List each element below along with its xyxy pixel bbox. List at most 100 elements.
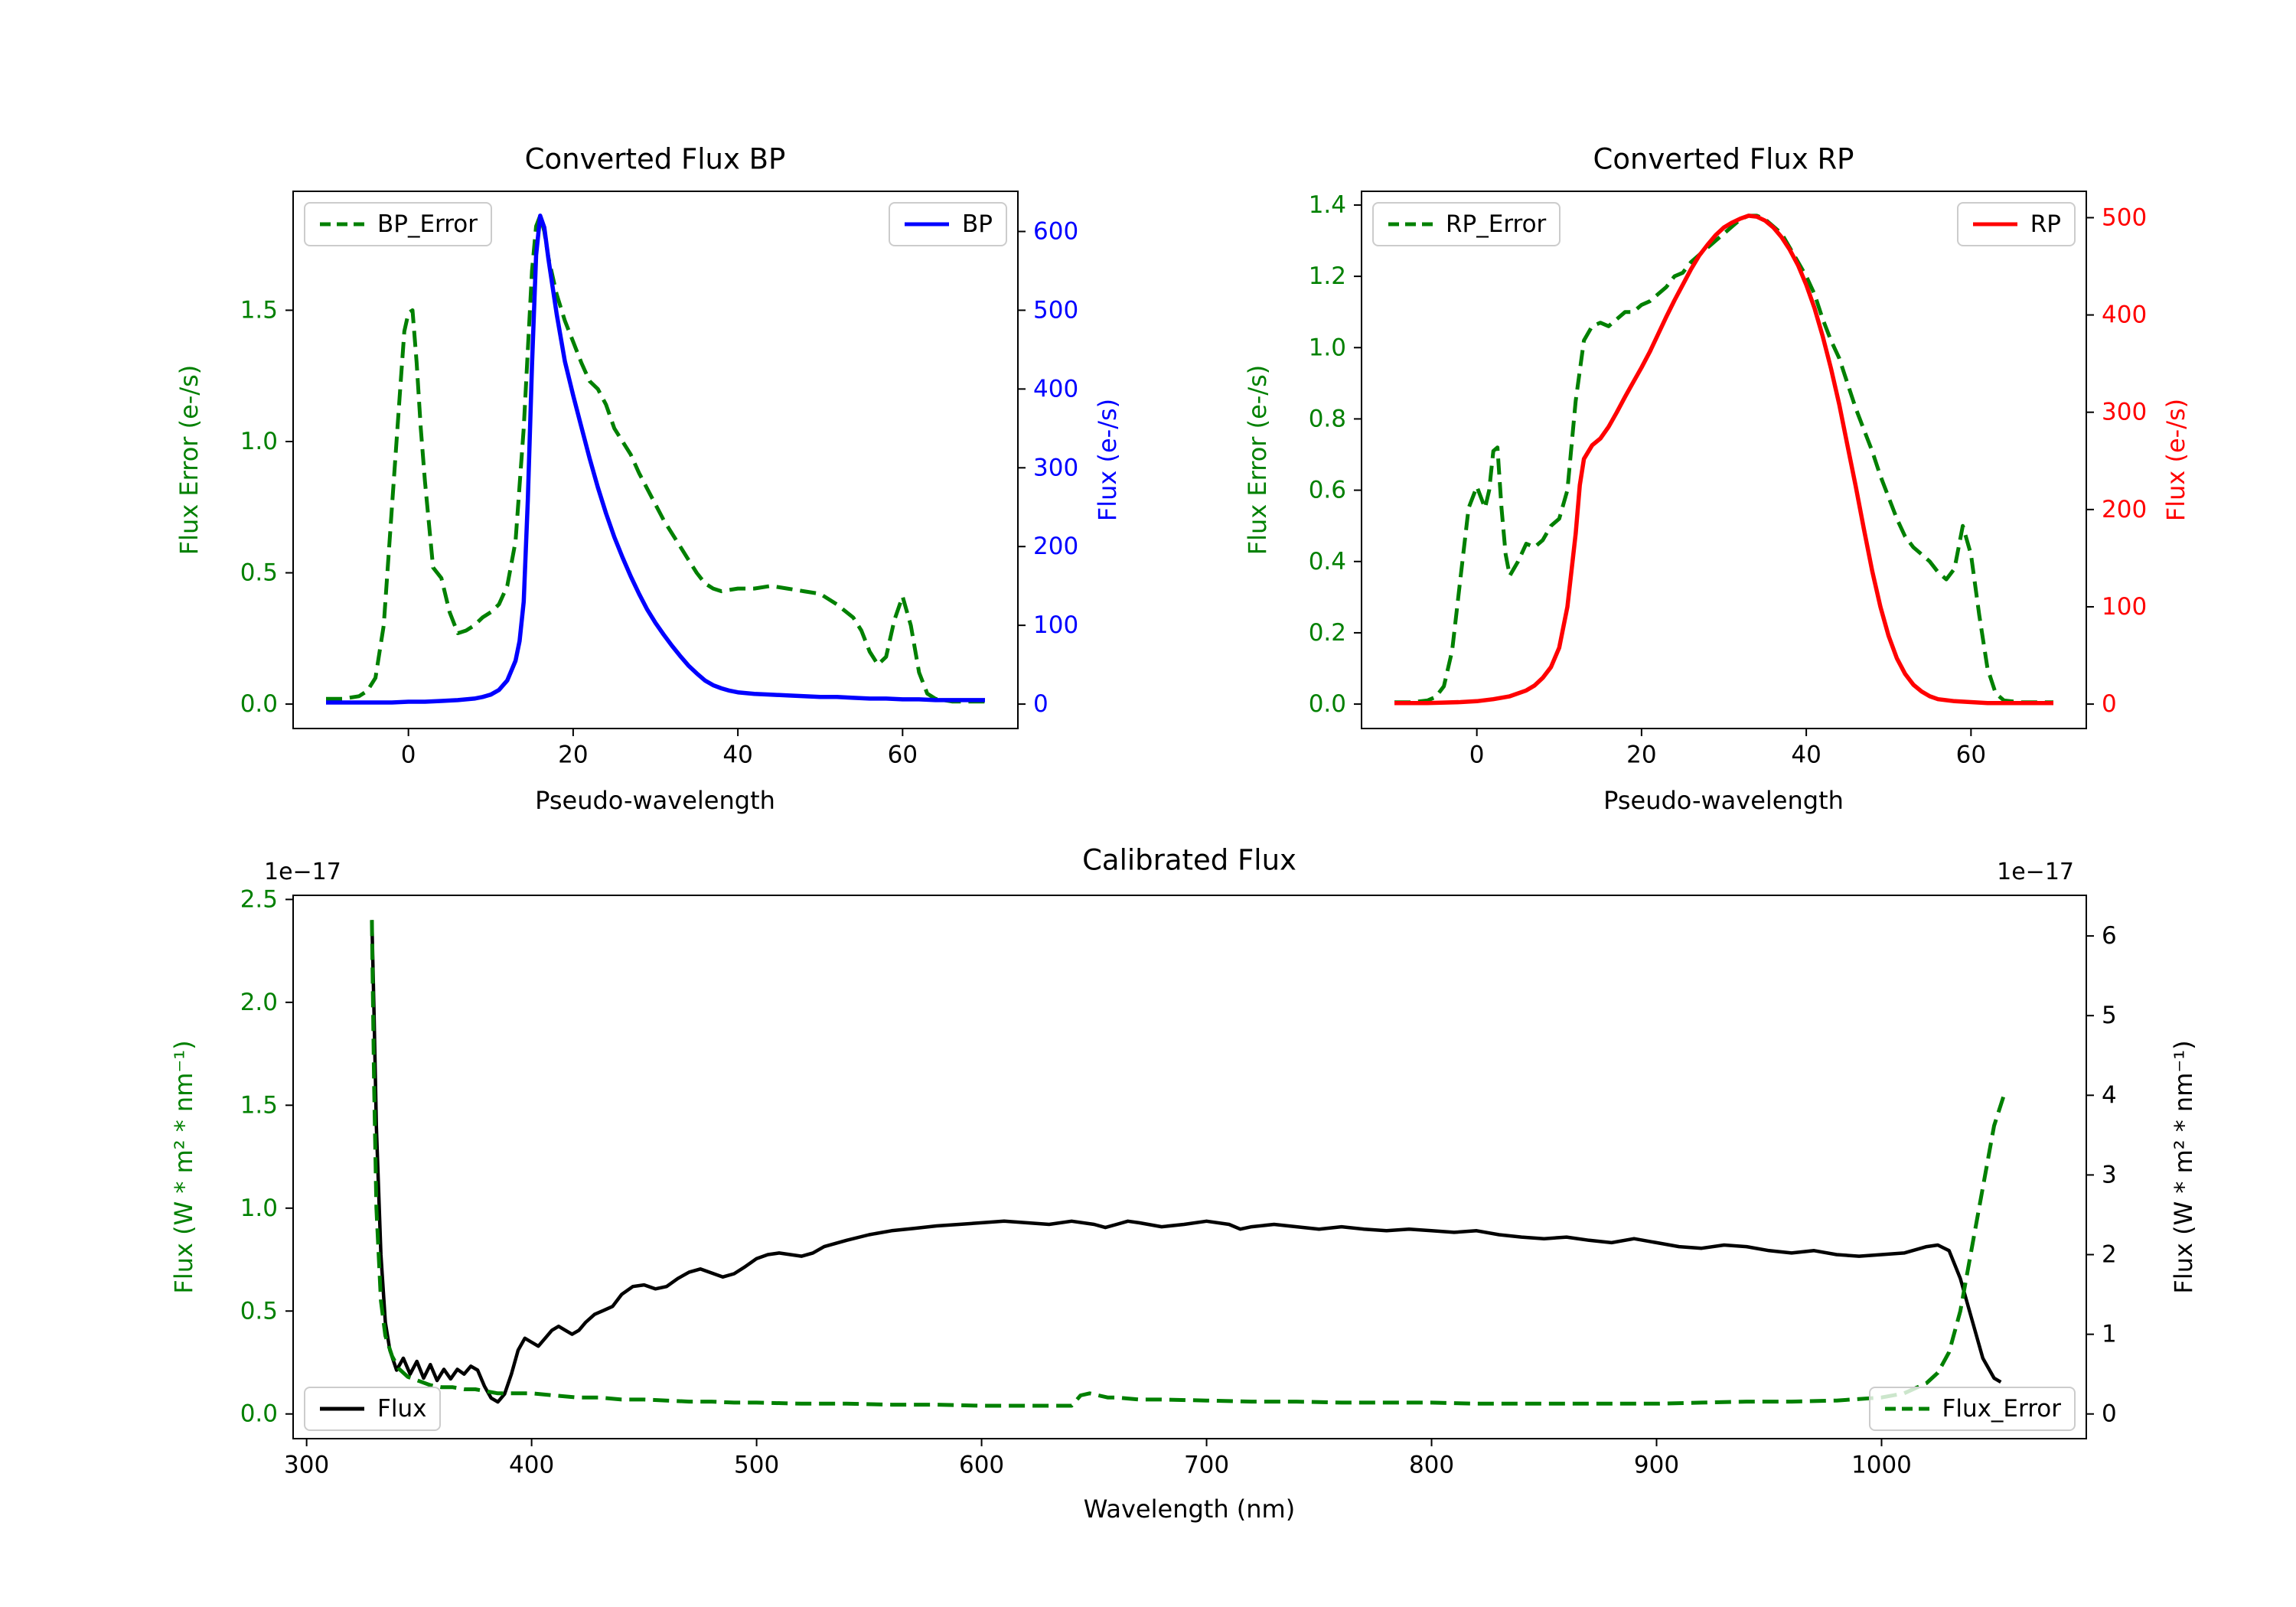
- series-group: [1394, 214, 2053, 706]
- svg-text:1.2: 1.2: [1309, 262, 1346, 290]
- svg-text:600: 600: [959, 1451, 1004, 1478]
- bp-ylabel-left: Flux Error (e-/s): [174, 364, 204, 556]
- svg-text:0: 0: [1033, 690, 1049, 718]
- rp-error-legend: RP_Error: [1372, 202, 1561, 246]
- svg-text:0: 0: [1469, 741, 1485, 768]
- rp-legend: RP: [1956, 202, 2076, 246]
- series-group: [326, 214, 985, 705]
- dashed-line-sample-icon: [1884, 1407, 1929, 1411]
- svg-text:0.5: 0.5: [240, 559, 278, 587]
- svg-text:500: 500: [1033, 296, 1078, 324]
- svg-text:0.8: 0.8: [1309, 405, 1346, 432]
- svg-text:0.5: 0.5: [240, 1297, 278, 1325]
- svg-text:400: 400: [509, 1451, 554, 1478]
- svg-text:2: 2: [2102, 1241, 2117, 1269]
- rp-xlabel: Pseudo-wavelength: [1603, 786, 1844, 815]
- solid-line-sample-icon: [320, 1407, 364, 1411]
- bp_error-series-line: [326, 214, 985, 704]
- svg-text:40: 40: [722, 741, 752, 768]
- svg-text:1.5: 1.5: [240, 1091, 278, 1119]
- svg-text:1.5: 1.5: [240, 296, 278, 324]
- svg-text:5: 5: [2102, 1002, 2117, 1029]
- bp-error-legend-label: BP_Error: [377, 210, 478, 238]
- rp-series-line: [1394, 214, 2053, 706]
- svg-text:0.2: 0.2: [1309, 619, 1346, 647]
- dashed-line-sample-icon: [320, 222, 364, 227]
- svg-text:0.4: 0.4: [1309, 548, 1346, 575]
- svg-text:20: 20: [558, 741, 588, 768]
- svg-text:1.0: 1.0: [240, 428, 278, 455]
- flux-error-legend-label: Flux_Error: [1942, 1395, 2062, 1423]
- svg-text:3: 3: [2102, 1161, 2117, 1188]
- svg-text:100: 100: [2102, 593, 2147, 621]
- axes-frame: [292, 895, 2087, 1439]
- svg-text:400: 400: [2102, 302, 2147, 329]
- svg-text:60: 60: [888, 741, 918, 768]
- flux-series-line: [370, 920, 2002, 1404]
- svg-text:200: 200: [2102, 496, 2147, 523]
- svg-text:100: 100: [1033, 611, 1078, 639]
- rp-chart-canvas: 0 20 40 60 0.0 0.2 0.4 0.6 0.8 1.0 1.2 1.4 0 100 200 30…: [1309, 191, 2147, 768]
- svg-text:2.0: 2.0: [240, 989, 278, 1016]
- bp-chart-canvas: 0 20 40 60 0.0 0.5 1.0 1.5 0 100 200 300 400 500 600: [240, 191, 1078, 768]
- rp_error-series-line: [1394, 214, 2053, 705]
- svg-text:300: 300: [2102, 399, 2147, 426]
- svg-text:0.0: 0.0: [240, 1400, 278, 1428]
- svg-text:300: 300: [1033, 454, 1078, 481]
- bp-legend: BP: [889, 202, 1007, 246]
- series-group: [370, 920, 2007, 1408]
- bp-legend-label: BP: [962, 210, 993, 238]
- rp-error-legend-label: RP_Error: [1446, 210, 1547, 238]
- svg-text:0.6: 0.6: [1309, 477, 1346, 504]
- flux-error-legend: Flux_Error: [1868, 1387, 2076, 1431]
- cal-title: Calibrated Flux: [1082, 843, 1296, 877]
- svg-text:1.0: 1.0: [1309, 334, 1346, 361]
- bp-ylabel-right: Flux (e-/s): [1093, 398, 1122, 522]
- svg-text:40: 40: [1791, 741, 1821, 768]
- svg-text:1000: 1000: [1851, 1451, 1912, 1478]
- cal-ylabel-right: Flux (W * m² * nm⁻¹): [2169, 1040, 2198, 1294]
- svg-text:1.0: 1.0: [240, 1195, 278, 1222]
- svg-text:0: 0: [2102, 1400, 2117, 1428]
- cal-xlabel: Wavelength (nm): [1083, 1495, 1296, 1524]
- svg-text:0.0: 0.0: [240, 690, 278, 718]
- svg-text:6: 6: [2102, 922, 2117, 950]
- dashed-line-sample-icon: [1388, 222, 1433, 227]
- rp-legend-label: RP: [2030, 210, 2061, 238]
- calibrated-flux-chart-canvas: 300 400 500 600 700 800 900 1000 0.0 0.5 1.0 1.5 2.0…: [240, 885, 2117, 1478]
- svg-text:1.4: 1.4: [1309, 191, 1346, 219]
- svg-text:20: 20: [1626, 741, 1656, 768]
- bp-title: Converted Flux BP: [524, 142, 786, 176]
- svg-text:60: 60: [1956, 741, 1986, 768]
- svg-text:700: 700: [1184, 1451, 1229, 1478]
- svg-text:0: 0: [2102, 690, 2117, 718]
- bp-error-legend: BP_Error: [304, 202, 493, 246]
- svg-text:400: 400: [1033, 375, 1078, 403]
- flux-legend: Flux: [304, 1387, 442, 1431]
- svg-text:0.0: 0.0: [1309, 690, 1346, 718]
- svg-text:2.5: 2.5: [240, 885, 278, 913]
- axes-frame: [1361, 191, 2087, 729]
- svg-text:500: 500: [734, 1451, 779, 1478]
- cal-ylabel-left: Flux (W * m² * nm⁻¹): [169, 1040, 198, 1294]
- flux-legend-label: Flux: [377, 1395, 427, 1423]
- cal-offset-right: 1e−17: [1997, 859, 2074, 885]
- solid-line-sample-icon: [1972, 222, 2017, 227]
- bp-series-line: [326, 214, 985, 705]
- svg-text:600: 600: [1033, 217, 1078, 245]
- flux_error-series-line: [370, 920, 2007, 1408]
- rp-ylabel-left: Flux Error (e-/s): [1243, 364, 1272, 556]
- svg-text:500: 500: [2102, 204, 2147, 231]
- rp-ylabel-right: Flux (e-/s): [2161, 398, 2190, 522]
- svg-text:900: 900: [1634, 1451, 1679, 1478]
- axes-frame: [292, 191, 1019, 729]
- svg-text:1: 1: [2102, 1321, 2117, 1348]
- svg-text:4: 4: [2102, 1081, 2117, 1109]
- svg-text:300: 300: [284, 1451, 329, 1478]
- solid-line-sample-icon: [905, 222, 950, 227]
- svg-text:200: 200: [1033, 533, 1078, 560]
- svg-text:0: 0: [401, 741, 416, 768]
- cal-offset-left: 1e−17: [264, 859, 341, 885]
- svg-text:800: 800: [1409, 1451, 1454, 1478]
